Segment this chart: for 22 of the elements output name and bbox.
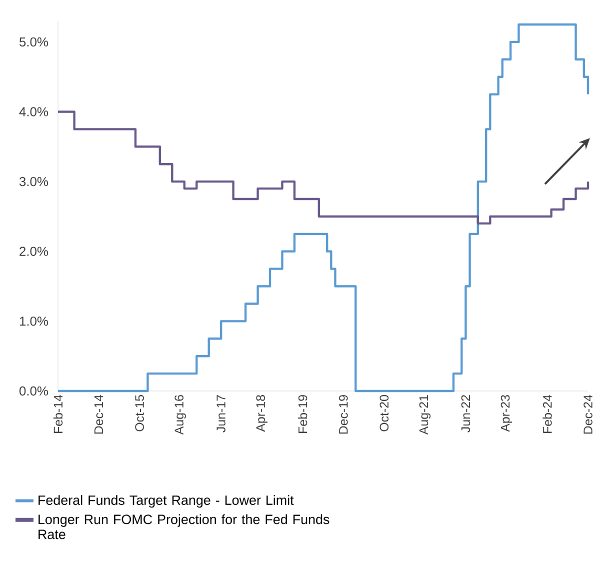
- y-tick-label: 0.0%: [19, 386, 48, 396]
- x-tick-label: Jun-22: [461, 395, 470, 432]
- x-tick-label: Feb-14: [53, 394, 63, 433]
- x-tick-label: Feb-24: [542, 394, 552, 433]
- x-tick-label: Oct-15: [135, 395, 144, 432]
- y-tick-label: 5.0%: [19, 37, 48, 47]
- y-tick-label: 2.0%: [20, 246, 48, 256]
- x-tick-label: Jun-17: [216, 395, 226, 432]
- x-tick-label: Dec-14: [94, 394, 104, 434]
- x-tick-label: Aug-21: [419, 395, 431, 435]
- x-tick-label: Dec-24: [584, 394, 592, 434]
- legend-label: Federal Funds Target Range - Lower Limit: [38, 495, 294, 508]
- legend-label: Longer Run FOMC Projection for the Fed Funds Rate: [38, 514, 330, 540]
- x-tick-label: Oct-20: [380, 395, 389, 432]
- x-tick-label: Feb-19: [298, 395, 308, 433]
- y-tick-label: 1.0%: [20, 316, 48, 326]
- x-tick-label: Apr-18: [256, 395, 268, 432]
- x-tick-label: Dec-19: [338, 395, 348, 434]
- y-tick-label: 3.0%: [19, 176, 48, 186]
- x-tick-label: Aug-16: [174, 395, 186, 435]
- x-tick-label: Apr-23: [500, 395, 512, 432]
- y-tick-label: 4.0%: [19, 107, 48, 116]
